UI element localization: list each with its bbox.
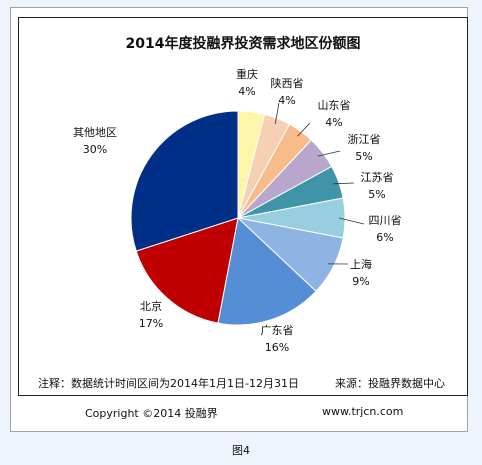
pie-slice <box>135 217 239 324</box>
slice-label: 广东省 <box>261 324 294 337</box>
slice-label: 其他地区 <box>73 126 117 139</box>
pie-slice <box>217 217 317 326</box>
slice-label: 陕西省 <box>271 76 304 90</box>
slice-percent-label: 4% <box>278 94 295 107</box>
footer-note: 注释：数据统计时间区间为2014年1月1日-12月31日 <box>38 377 299 390</box>
slice-labels: 重庆 4% 陕西省 4% 山东省 4% 浙江省 5% 江苏省 5% 四川省 6% 上海 9% 广东省 16% 北… <box>73 67 402 354</box>
slice-label: 北京 <box>140 299 162 313</box>
slice-label: 江苏省 <box>361 171 394 184</box>
footer-copyright: Copyright ©2014 投融界 <box>85 407 218 420</box>
slice-percent-label: 5% <box>355 150 372 163</box>
slice-percent-label: 16% <box>265 341 289 354</box>
leader-line <box>338 217 365 225</box>
leader-line <box>332 182 355 185</box>
footer-url: www.trjcn.com <box>322 405 404 418</box>
slice-label: 重庆 <box>236 67 258 81</box>
slice-label: 四川省 <box>369 214 402 227</box>
footer-source: 来源：投融界数据中心 <box>335 377 445 390</box>
leader-line <box>274 102 280 125</box>
leader-lines <box>274 102 365 265</box>
slice-percent-label: 6% <box>376 231 393 244</box>
leader-line <box>297 122 311 137</box>
pie-slices <box>130 110 346 326</box>
slice-label: 山东省 <box>318 99 351 112</box>
slice-percent-label: 9% <box>352 275 369 288</box>
slice-percent-label: 4% <box>325 116 342 129</box>
slice-percent-label: 17% <box>139 317 163 330</box>
slice-label: 上海 <box>350 257 372 271</box>
leader-line <box>317 150 341 157</box>
chart-title: 2014年度投融界投资需求地区份额图 <box>126 35 361 52</box>
figure-caption: 图4 <box>232 444 250 457</box>
pie-slice <box>130 110 239 252</box>
slice-percent-label: 5% <box>368 188 385 201</box>
slice-percent-label: 4% <box>238 85 255 98</box>
slice-label: 浙江省 <box>348 133 381 146</box>
slice-percent-label: 30% <box>83 143 107 156</box>
